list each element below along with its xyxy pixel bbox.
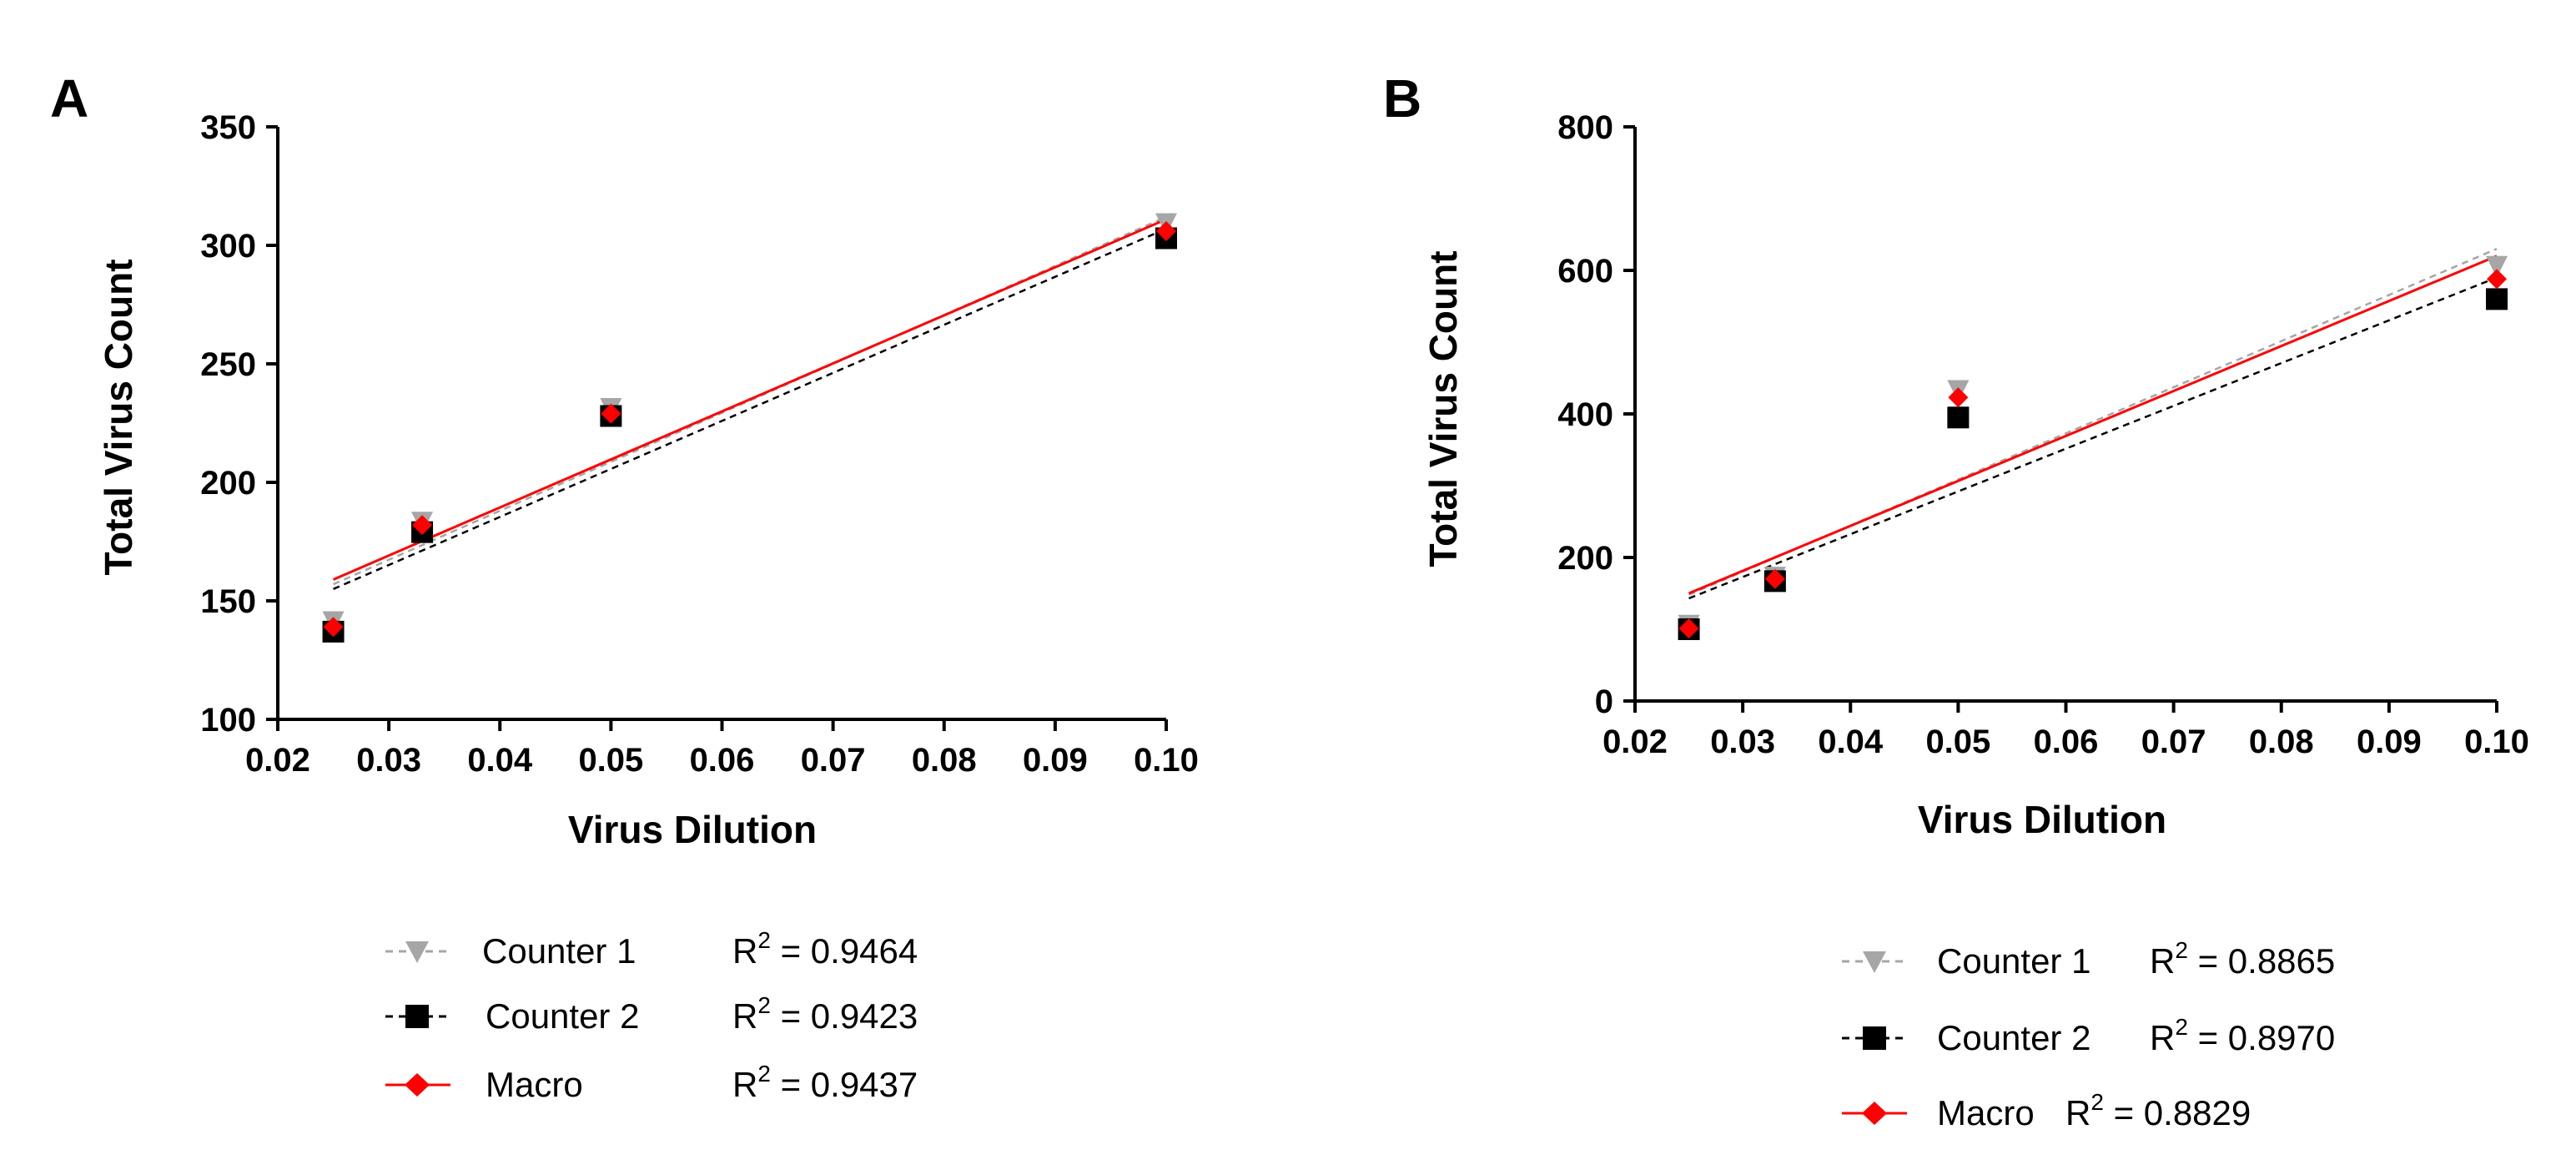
x-tick-label: 0.02 bbox=[1602, 724, 1668, 760]
legend-r2: R2 = 0.8970 bbox=[2150, 1014, 2335, 1057]
data-point-macro bbox=[601, 403, 621, 424]
panel-b-y-axis-title: Total Virus Count bbox=[1421, 250, 1465, 567]
y-tick-label: 150 bbox=[200, 583, 256, 620]
y-tick-label: 300 bbox=[200, 228, 256, 265]
panel-a-letter: A bbox=[50, 68, 88, 129]
y-tick-label: 200 bbox=[1557, 540, 1613, 577]
legend-label: Counter 1 bbox=[482, 931, 636, 971]
square-marker-icon bbox=[405, 1005, 429, 1028]
x-tick-label: 0.06 bbox=[2034, 724, 2099, 760]
panel-b-legend-item-counter-1: Counter 1 R2 = 0.8865 bbox=[1842, 937, 2335, 981]
panel-a: A 0.02 0.03 0.04 0.05 0.06 0.07 0.08 0.09 0.10 10… bbox=[50, 68, 1199, 1104]
fit-line-counter-2 bbox=[333, 227, 1167, 590]
y-tick-label: 350 bbox=[200, 109, 256, 146]
legend-label: Counter 2 bbox=[486, 996, 639, 1036]
x-tick-label: 0.07 bbox=[801, 742, 866, 779]
x-tick-label: 0.08 bbox=[2249, 724, 2314, 760]
x-tick-label: 0.09 bbox=[2357, 724, 2422, 760]
fit-line-macro bbox=[1688, 255, 2498, 595]
x-tick-label: 0.04 bbox=[1818, 724, 1884, 760]
data-point-macro bbox=[2487, 269, 2507, 290]
panel-b-x-axis-title: Virus Dilution bbox=[1918, 798, 2166, 841]
legend-label: Macro bbox=[486, 1065, 583, 1104]
panel-a-y-axis-title: Total Virus Count bbox=[97, 259, 140, 575]
x-tick-label: 0.10 bbox=[2464, 724, 2529, 760]
panel-a-legend: Counter 1 R2 = 0.9464 Counter 2 R2 = 0.9… bbox=[385, 927, 918, 1104]
panel-a-legend-item-counter-2: Counter 2 R2 = 0.9423 bbox=[385, 992, 918, 1036]
data-point-counter-1 bbox=[2486, 255, 2508, 278]
triangle-down-marker-icon bbox=[405, 941, 429, 963]
legend-label: Macro bbox=[1937, 1093, 2035, 1132]
y-tick-label: 100 bbox=[200, 702, 256, 739]
triangle-down-marker-icon bbox=[1863, 951, 1886, 973]
panel-a-plot: 0.02 0.03 0.04 0.05 0.06 0.07 0.08 0.09 0.10 100 1… bbox=[200, 109, 1199, 779]
y-tick-label: 600 bbox=[1557, 253, 1613, 290]
legend-r2: R2 = 0.9437 bbox=[732, 1061, 918, 1104]
y-tick-label: 0 bbox=[1595, 683, 1613, 720]
y-tick-label: 200 bbox=[200, 465, 256, 502]
x-tick-label: 0.10 bbox=[1134, 742, 1199, 779]
y-tick-label: 250 bbox=[200, 346, 256, 383]
x-tick-label: 0.07 bbox=[2141, 724, 2206, 760]
x-tick-label: 0.09 bbox=[1023, 742, 1088, 779]
y-tick-label: 800 bbox=[1557, 109, 1613, 146]
x-tick-label: 0.08 bbox=[912, 742, 977, 779]
legend-r2: R2 = 0.9423 bbox=[732, 992, 918, 1036]
diamond-marker-icon bbox=[405, 1073, 430, 1097]
fit-line-macro bbox=[332, 218, 1167, 581]
legend-label: Counter 2 bbox=[1937, 1018, 2090, 1057]
data-point-macro bbox=[1156, 220, 1176, 241]
fit-line-counter-2 bbox=[1688, 276, 2498, 600]
data-point-counter-2 bbox=[1947, 406, 1970, 429]
x-tick-label: 0.06 bbox=[690, 742, 755, 779]
panel-a-x-axis-title: Virus Dilution bbox=[568, 808, 817, 851]
y-tick-label: 400 bbox=[1557, 396, 1613, 433]
data-point-macro bbox=[1678, 618, 1699, 639]
square-marker-icon bbox=[1863, 1026, 1886, 1050]
data-point-counter-2 bbox=[2486, 288, 2508, 310]
x-tick-label: 0.05 bbox=[1925, 724, 1990, 760]
data-point-macro bbox=[412, 515, 433, 536]
legend-r2: R2 = 0.8865 bbox=[2150, 937, 2335, 981]
legend-r2: R2 = 0.9464 bbox=[732, 927, 918, 971]
panel-b-legend-item-macro: Macro R2 = 0.8829 bbox=[1842, 1089, 2251, 1132]
panel-a-legend-item-macro: Macro R2 = 0.9437 bbox=[385, 1061, 918, 1104]
x-tick-label: 0.03 bbox=[356, 742, 421, 779]
data-point-macro bbox=[323, 617, 344, 638]
data-point-macro bbox=[1948, 387, 1969, 408]
x-tick-label: 0.05 bbox=[578, 742, 643, 779]
legend-r2: R2 = 0.8829 bbox=[2065, 1089, 2251, 1132]
panel-b-letter: B bbox=[1383, 68, 1421, 129]
diamond-marker-icon bbox=[1862, 1102, 1887, 1125]
panel-a-legend-item-counter-1: Counter 1 R2 = 0.9464 bbox=[385, 927, 918, 971]
panel-b-legend-item-counter-2: Counter 2 R2 = 0.8970 bbox=[1842, 1014, 2335, 1057]
legend-label: Counter 1 bbox=[1937, 941, 2090, 981]
data-point-macro bbox=[1764, 568, 1785, 589]
x-tick-label: 0.02 bbox=[245, 742, 310, 779]
x-tick-label: 0.03 bbox=[1710, 724, 1775, 760]
panel-b-legend: Counter 1 R2 = 0.8865 Counter 2 R2 = 0.8… bbox=[1842, 937, 2335, 1132]
panel-b-plot: 0.02 0.03 0.04 0.05 0.06 0.07 0.08 0.09 0.10 0 200… bbox=[1557, 109, 2529, 760]
x-tick-label: 0.04 bbox=[467, 742, 533, 779]
panel-b: B 0.02 0.03 0.04 0.05 0.06 0.07 0.08 0.09 0.10 0 2… bbox=[1383, 68, 2529, 1132]
